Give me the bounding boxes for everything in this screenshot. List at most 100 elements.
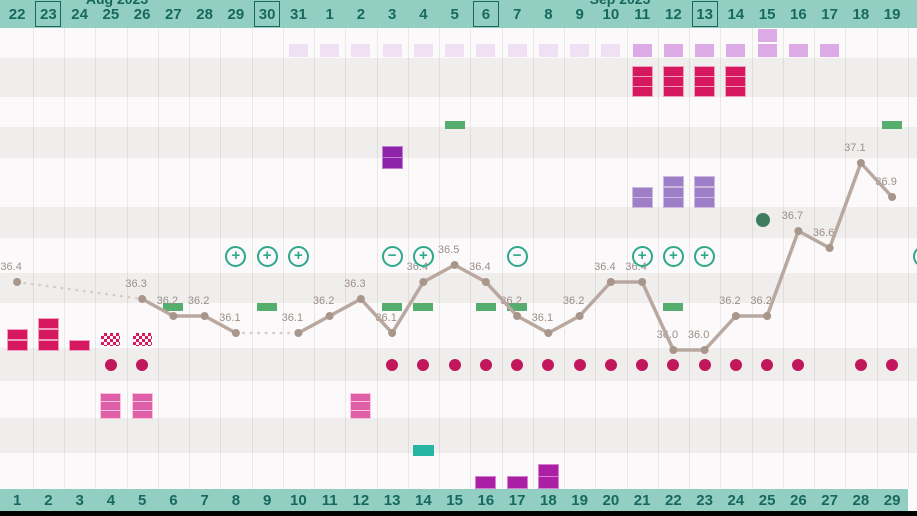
cycle-day-cell[interactable]: 29 xyxy=(883,492,901,509)
pain-dot xyxy=(698,359,711,371)
cycle-day-cell[interactable]: 11 xyxy=(321,492,338,509)
date-cell[interactable]: 16 xyxy=(790,6,807,23)
gridline xyxy=(376,28,378,489)
stack-segment xyxy=(663,198,683,207)
date-cell[interactable]: 14 xyxy=(727,6,745,23)
date-cell[interactable]: 24 xyxy=(71,6,88,23)
bleeding-stack xyxy=(725,66,747,97)
intimacy-square-light xyxy=(288,44,308,57)
cycle-day-cell[interactable]: 28 xyxy=(852,492,870,509)
date-cell[interactable]: 27 xyxy=(165,6,182,23)
cycle-day-cell[interactable]: 4 xyxy=(106,492,116,509)
date-cell[interactable]: 29 xyxy=(227,6,245,23)
gridline xyxy=(126,28,128,489)
date-cell[interactable]: 31 xyxy=(290,6,307,23)
date-cell[interactable]: 30 xyxy=(253,0,281,28)
date-cell[interactable]: 13 xyxy=(691,0,719,28)
cycle-day-cell[interactable]: 14 xyxy=(415,492,432,509)
cycle-day-cell[interactable]: 23 xyxy=(696,492,713,509)
cycle-day-cell[interactable]: 2 xyxy=(44,492,53,509)
gridline xyxy=(845,28,847,489)
intimacy-square xyxy=(632,44,652,57)
cycle-day-cell[interactable]: 9 xyxy=(262,492,272,509)
cycle-day-cell[interactable]: 8 xyxy=(231,492,241,509)
cycle-day-cell[interactable]: 20 xyxy=(602,492,620,509)
date-cell[interactable]: 15 xyxy=(758,6,776,23)
pain-dot xyxy=(667,359,680,371)
temp-point xyxy=(700,346,709,354)
date-cell[interactable]: 11 xyxy=(634,6,651,23)
temp-value-label: 36.0 xyxy=(687,329,710,341)
temp-point xyxy=(294,329,303,337)
bleeding-stack xyxy=(694,66,716,97)
gridline xyxy=(720,28,722,489)
cycle-day-cell[interactable]: 5 xyxy=(137,492,147,509)
cycle-day-cell[interactable]: 26 xyxy=(790,492,807,509)
add-entry-button[interactable]: + xyxy=(287,245,309,267)
add-entry-button[interactable]: + xyxy=(225,245,247,267)
cycle-day-cell[interactable]: 19 xyxy=(571,492,588,509)
date-cell[interactable]: 12 xyxy=(665,6,682,23)
cycle-day-cell[interactable]: 12 xyxy=(352,492,370,509)
date-cell[interactable]: 18 xyxy=(852,6,870,23)
stack-segment xyxy=(38,329,58,339)
cycle-day-cell[interactable]: 18 xyxy=(540,492,557,509)
date-cell[interactable]: 4 xyxy=(419,6,428,23)
cycle-day-cell[interactable]: 17 xyxy=(508,492,526,509)
date-cell[interactable]: 7 xyxy=(512,6,522,23)
cycle-day-cell[interactable]: 21 xyxy=(633,492,651,509)
date-cell[interactable]: 9 xyxy=(575,6,584,23)
date-cell[interactable]: 8 xyxy=(544,6,553,23)
date-cell[interactable]: 28 xyxy=(196,6,213,23)
temp-value-label: 36.7 xyxy=(781,210,804,222)
date-cell[interactable]: 19 xyxy=(883,6,901,23)
add-entry-button[interactable]: + xyxy=(256,245,278,267)
add-entry-button[interactable]: + xyxy=(662,245,684,267)
temp-point xyxy=(575,312,584,320)
add-entry-button[interactable]: + xyxy=(694,245,716,267)
temp-point xyxy=(388,329,397,337)
gridline xyxy=(345,28,347,489)
gridline xyxy=(532,28,534,489)
intimacy-square xyxy=(820,44,840,57)
cycle-day-cell[interactable]: 6 xyxy=(169,492,178,509)
cycle-day-cell[interactable]: 24 xyxy=(727,492,745,509)
temperature-labels-layer: 36.4 36.3 36.2 36.2 36.1 36.1 36.2 36.3 36.1 36.4… xyxy=(0,28,917,489)
cycle-day-cell[interactable]: 15 xyxy=(446,492,463,509)
cycle-day-cell[interactable]: 1 xyxy=(12,492,22,509)
cycle-day-cell[interactable]: 7 xyxy=(200,492,209,509)
date-cell[interactable]: 1 xyxy=(325,6,334,23)
stack-segment xyxy=(132,410,152,418)
date-cell[interactable]: 6 xyxy=(472,0,500,28)
remove-entry-button[interactable]: − xyxy=(381,245,403,267)
date-cell[interactable]: 26 xyxy=(133,6,151,23)
date-cell[interactable]: 10 xyxy=(602,6,620,23)
chart-area: 36.4 36.3 36.2 36.2 36.1 36.1 36.2 36.3 36.1 36.4… xyxy=(0,28,917,489)
temp-line-segment xyxy=(546,314,582,335)
date-cell[interactable]: 2 xyxy=(356,6,366,23)
temp-line-segment xyxy=(359,297,394,335)
remove-entry-button[interactable]: − xyxy=(506,245,528,267)
date-cell[interactable]: 3 xyxy=(387,6,397,23)
stack-segment xyxy=(476,477,496,488)
date-cell[interactable]: 23 xyxy=(34,0,62,28)
cycle-day-cell[interactable]: 16 xyxy=(477,492,495,509)
date-cell[interactable]: 17 xyxy=(821,6,838,23)
cycle-day-cell[interactable]: 13 xyxy=(383,492,401,509)
cycle-day-cell[interactable]: 22 xyxy=(665,492,682,509)
date-cell[interactable]: 22 xyxy=(8,6,26,23)
gridline xyxy=(782,28,784,489)
cycle-day-cell[interactable]: 25 xyxy=(758,492,776,509)
add-entry-button[interactable]: + xyxy=(631,245,653,267)
add-entry-button[interactable]: + xyxy=(412,245,434,267)
temp-line-segment xyxy=(421,263,457,284)
gridline xyxy=(220,28,222,489)
date-cell[interactable]: 25 xyxy=(102,6,120,23)
gridline xyxy=(689,28,690,489)
intimacy-square-light xyxy=(570,44,590,57)
cycle-day-cell[interactable]: 27 xyxy=(821,492,838,509)
cycle-day-cell[interactable]: 3 xyxy=(75,492,84,509)
cycle-day-cell[interactable]: 10 xyxy=(290,492,307,509)
date-cell[interactable]: 5 xyxy=(450,6,459,23)
background-stripe xyxy=(0,273,917,303)
